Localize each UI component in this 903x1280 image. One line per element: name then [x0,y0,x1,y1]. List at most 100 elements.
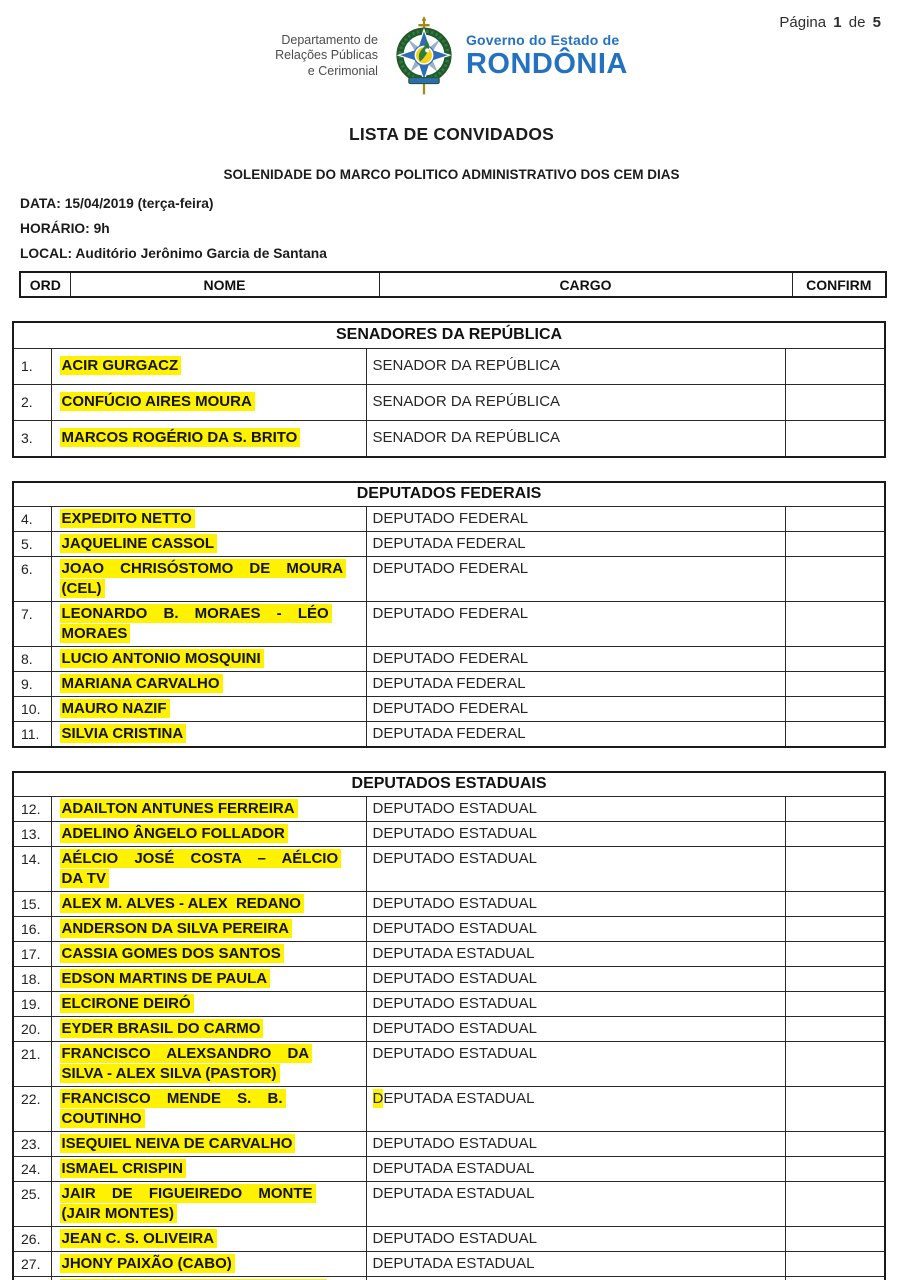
table-row: 9. MARIANA CARVALHO DEPUTADA FEDERAL [12,671,886,697]
row-name-highlight: ANDERSON DA SILVA PEREIRA [59,919,293,938]
row-name-cell: JAIR DE FIGUEIREDO MONTE (JAIR MONTES) [50,1181,367,1227]
row-cargo: DEPUTADO ESTADUAL [365,1131,786,1157]
row-name-cell: CONFÚCIO AIRES MOURA [50,384,367,421]
row-confirm-cell [784,601,886,647]
row-ord: 3. [12,420,52,458]
row-name-highlight: EDSON MARTINS DE PAULA [59,969,271,988]
row-name-cell: EYDER BRASIL DO CARMO [50,1016,367,1042]
table-row: 13. ADELINO ÂNGELO FOLLADOR DEPUTADO ESTAD… [12,821,886,847]
table-row: 4. EXPEDITO NETTO DEPUTADO FEDERAL [12,506,886,532]
table-row: 28.JOSÉ EURIPEDES CLEMENTE -LEBRÃODEPUTA… [12,1276,886,1280]
section-table-deputados-federais: DEPUTADOS FEDERAIS 4. EXPEDITO NETTO DEPUTA… [12,481,887,748]
row-confirm-cell [784,941,886,967]
department-line: Departamento de [281,32,378,47]
row-confirm-cell [784,506,886,532]
row-name-highlight: DA TV [59,869,109,888]
row-ord: 17. [12,941,52,967]
row-ord: 27. [12,1251,52,1277]
gov-wordmark-state: RONDÔNIA [465,48,628,80]
table-row: 24. ISMAEL CRISPIN DEPUTADA ESTADUAL [12,1156,886,1182]
row-ord: 26. [12,1226,52,1252]
row-ord: 1. [12,348,52,385]
guest-list-sections: SENADORES DA REPÚBLICA 1. ACIR GURGACZ SENA… [0,321,903,1280]
rondonia-coat-of-arms-icon [396,16,452,95]
row-name-cell: AÉLCIO JOSÉ COSTA – AÉLCIO DA TV [50,846,367,892]
row-name-highlight: ISEQUIEL NEIVA DE CARVALHO [59,1134,296,1153]
row-cargo: DEPUTADO ESTADUAL [365,821,786,847]
row-cargo: DEPUTADO ESTADUAL [365,1041,786,1087]
row-cargo: DEPUTADA ESTADUAL [365,941,786,967]
row-ord: 20. [12,1016,52,1042]
row-ord: 28. [12,1276,52,1280]
section-title-row: DEPUTADOS FEDERAIS [12,481,886,507]
row-name-cell: LUCIO ANTONIO MOSQUINI [50,646,367,672]
row-ord: 10. [12,696,52,722]
row-name-cell: CASSIA GOMES DOS SANTOS [50,941,367,967]
row-cargo: DEPUTADO FEDERAL [365,696,786,722]
event-subtitle: SOLENIDADE DO MARCO POLITICO ADMINISTRAT… [223,167,680,182]
row-name-highlight: CONFÚCIO AIRES MOURA [59,392,255,411]
table-row: 25. JAIR DE FIGUEIREDO MONTE (JAIR MONTES)… [12,1181,886,1227]
row-confirm-cell [784,796,886,822]
row-name-cell: ELCIRONE DEIRÓ [50,991,367,1017]
row-name-cell: JEAN C. S. OLIVEIRA [50,1226,367,1252]
row-name-cell: ADAILTON ANTUNES FERREIRA [50,796,367,822]
table-row: 8. LUCIO ANTONIO MOSQUINI DEPUTADO FEDERAL [12,646,886,672]
section-title: DEPUTADOS FEDERAIS [12,481,886,507]
row-cargo: DEPUTADA ESTADUAL [365,1251,786,1277]
cargo-highlighted-letter: D [372,1089,384,1108]
row-name-highlight: ALEX M. ALVES - ALEX REDANO [59,894,304,913]
row-ord: 16. [12,916,52,942]
government-wordmark: Governo do Estado de RONDÔNIA [466,33,628,79]
row-cargo: DEPUTADO ESTADUAL [365,1226,786,1252]
table-row: 6. JOAO CHRISÓSTOMO DE MOURA (CEL) DEPUTADO… [12,556,886,602]
row-name-highlight: MARCOS ROGÉRIO DA S. BRITO [59,428,301,447]
row-name-highlight: SILVIA CRISTINA [59,724,187,743]
section-table-senadores: SENADORES DA REPÚBLICA 1. ACIR GURGACZ SENA… [12,321,887,458]
row-ord: 13. [12,821,52,847]
row-cargo: DEPUTADO FEDERAL [365,556,786,602]
row-name-cell: EDSON MARTINS DE PAULA [50,966,367,992]
table-row: 14. AÉLCIO JOSÉ COSTA – AÉLCIO DA TV DEPUTA… [12,846,886,892]
row-name-highlight: SILVA - ALEX SILVA (PASTOR) [59,1064,280,1083]
row-name-highlight: MARIANA CARVALHO [59,674,223,693]
table-row: 17. CASSIA GOMES DOS SANTOS DEPUTADA ESTAD… [12,941,886,967]
table-row: 20. EYDER BRASIL DO CARMO DEPUTADO ESTADUA… [12,1016,886,1042]
row-name-highlight: ADAILTON ANTUNES FERREIRA [59,799,298,818]
row-cargo: DEPUTADA FEDERAL [365,671,786,697]
row-name-cell: MARIANA CARVALHO [50,671,367,697]
row-cargo: SENADOR DA REPÚBLICA [365,420,786,458]
section-title: SENADORES DA REPÚBLICA [12,321,886,349]
row-name-highlight: ISMAEL CRISPIN [59,1159,186,1178]
row-confirm-cell [784,1251,886,1277]
table-row: 11. SILVIA CRISTINA DEPUTADA FEDERAL [12,721,886,748]
row-ord: 12. [12,796,52,822]
row-cargo: DEPUTADA ESTADUAL [365,1156,786,1182]
row-confirm-cell [784,1156,886,1182]
row-name-cell: MARCOS ROGÉRIO DA S. BRITO [50,420,367,458]
row-name-cell: FRANCISCO ALEXSANDRO DA SILVA - ALEX SILV… [50,1041,367,1087]
row-name-highlight: FRANCISCO MENDE S. B. [59,1089,286,1108]
table-row: 21. FRANCISCO ALEXSANDRO DA SILVA - ALEX S… [12,1041,886,1087]
row-confirm-cell [784,348,886,385]
row-ord: 8. [12,646,52,672]
column-header-ord: ORD [19,271,71,298]
page-of-label: de [848,14,866,31]
row-cargo: DEPUTADA ESTADUAL [365,1181,786,1227]
table-row: 27. JHONY PAIXÃO (CABO) DEPUTADA ESTADUAL [12,1251,886,1277]
row-cargo: DEPUTADO ESTADUAL [365,916,786,942]
row-name-cell: FRANCISCO MENDE S. B. COUTINHO [50,1086,367,1132]
table-row: 5. JAQUELINE CASSOL DEPUTADA FEDERAL [12,531,886,557]
row-confirm-cell [784,991,886,1017]
row-ord: 11. [12,721,52,748]
row-name-highlight: JAIR DE FIGUEIREDO MONTE [59,1184,316,1203]
row-confirm-cell [784,1041,886,1087]
row-name-highlight: FRANCISCO ALEXSANDRO DA [59,1044,313,1063]
row-name-highlight: MAURO NAZIF [59,699,170,718]
page-header: Departamento de Relações Públicas e Ceri… [0,0,903,102]
column-header-cargo: CARGO [378,271,793,298]
row-name-highlight: JHONY PAIXÃO (CABO) [59,1254,235,1273]
row-cargo: DEPUTADA FEDERAL [365,721,786,748]
table-row: 26. JEAN C. S. OLIVEIRA DEPUTADO ESTADUAL [12,1226,886,1252]
row-confirm-cell [784,696,886,722]
